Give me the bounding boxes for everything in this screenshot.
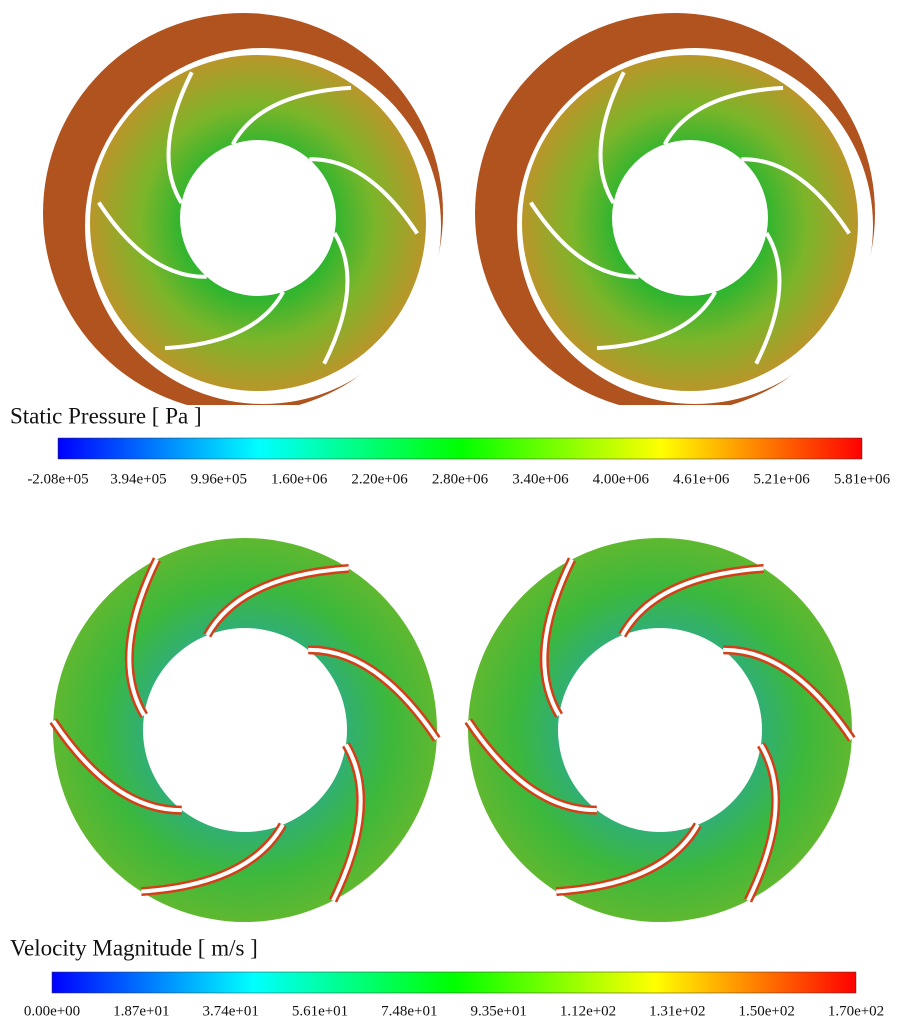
tick-label: 2.20e+06: [351, 471, 408, 487]
tick-label: 2.80e+06: [432, 471, 489, 487]
tick-label: 1.70e+02: [828, 1003, 884, 1019]
tick-label: 5.81e+06: [834, 471, 891, 487]
tick-label: 5.21e+06: [753, 471, 810, 487]
figure: Static Pressure [ Pa ] -2.08e+05 3.94e+05 9…: [0, 0, 906, 1026]
tick-label: 3.40e+06: [512, 471, 569, 487]
tick-label: 1.87e+01: [113, 1003, 169, 1019]
tick-label: 9.96e+05: [191, 471, 247, 487]
hub: [143, 628, 347, 832]
tick-label: 1.60e+06: [271, 471, 328, 487]
tick-label: 1.12e+02: [560, 1003, 616, 1019]
tick-label: 4.61e+06: [673, 471, 730, 487]
hub: [558, 628, 762, 832]
hub: [612, 140, 768, 296]
tick-label: 3.94e+05: [110, 471, 166, 487]
colorbar: [58, 438, 862, 459]
tick-label: 9.35e+01: [470, 1003, 526, 1019]
legend-title: Velocity Magnitude [ m/s ]: [10, 935, 258, 960]
tick-label: 1.31e+02: [649, 1003, 705, 1019]
cut: [430, 405, 890, 435]
tick-label: 7.48e+01: [381, 1003, 437, 1019]
tick-label: 0.00e+00: [24, 1003, 80, 1019]
tick-label: 5.61e+01: [292, 1003, 348, 1019]
colorbar: [52, 972, 856, 993]
tick-label: 3.74e+01: [202, 1003, 258, 1019]
contour-plots: [0, 13, 890, 922]
legend-title: Static Pressure [ Pa ]: [10, 403, 202, 428]
tick-label: -2.08e+05: [27, 471, 88, 487]
tick-label: 4.00e+06: [593, 471, 650, 487]
hub: [180, 140, 336, 296]
tick-label: 1.50e+02: [738, 1003, 794, 1019]
